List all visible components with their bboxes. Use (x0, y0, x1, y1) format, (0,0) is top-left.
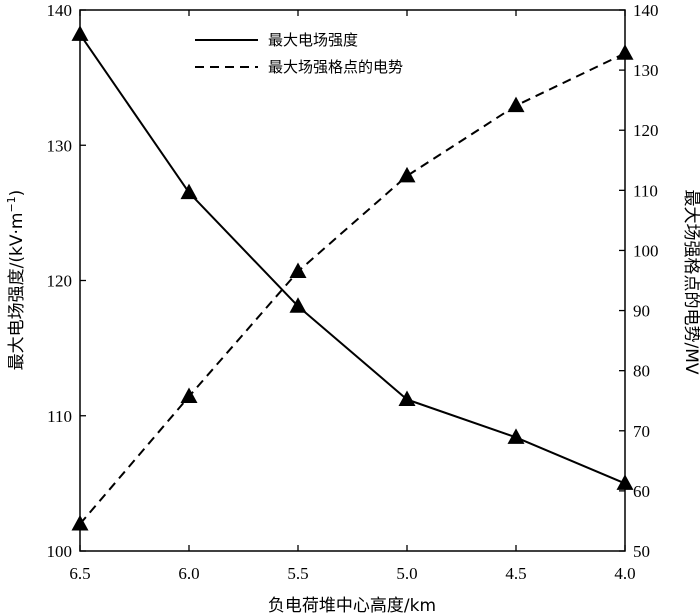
y-right-tick-label: 140 (633, 1, 659, 20)
x-tick-label: 5.5 (287, 564, 308, 583)
y-left-tick-label: 110 (47, 407, 72, 426)
y-right-tick-label: 60 (633, 482, 650, 501)
data-point-triangle-potential (289, 262, 307, 278)
y-left-tick-label: 100 (47, 542, 73, 561)
x-tick-label: 4.5 (505, 564, 526, 583)
data-point-triangle-potential (507, 96, 525, 113)
series-layer (71, 25, 634, 531)
x-tick-label: 6.0 (178, 564, 199, 583)
y-right-tick-label: 50 (633, 542, 650, 561)
series-line-field-strength (79, 33, 626, 485)
series-line-potential (79, 52, 626, 525)
y-left-tick-label: 130 (47, 136, 73, 155)
data-point-triangle-field-strength (289, 297, 307, 313)
y-right-tick-label: 110 (633, 181, 658, 200)
y-left-axis-title: 最大电场强度/(kV·m−1) (5, 190, 27, 371)
legend: 最大电场强度 最大场强格点的电势 (195, 31, 403, 76)
x-axis-title: 负电荷堆中心高度/km (268, 596, 436, 616)
y-right-tick-label: 90 (633, 302, 650, 321)
data-point-triangle-field-strength (398, 390, 416, 407)
data-point-triangle-potential (71, 514, 89, 531)
legend-label-potential: 最大场强格点的电势 (268, 58, 403, 76)
y-left-tick-label: 140 (47, 1, 73, 20)
y-right-tick-label: 80 (633, 362, 650, 381)
data-point-triangle-field-strength (180, 183, 198, 200)
x-tick-label: 6.5 (69, 564, 90, 583)
legend-label-field-strength: 最大电场强度 (268, 31, 358, 49)
y-left-axis-title-close: ) (7, 190, 27, 197)
y-left-tick-label: 120 (47, 272, 73, 291)
y-right-tick-label: 120 (633, 121, 659, 140)
plot-frame (79, 9, 626, 552)
y-right-tick-label: 70 (633, 422, 650, 441)
data-point-triangle-field-strength (507, 428, 525, 444)
ticks-layer: 6.5 6.0 5.5 5.0 4.5 4.0 100 110 120 130 140 50 60 70 8… (47, 1, 659, 583)
y-right-tick-label: 130 (633, 61, 659, 80)
y-left-axis-title-sup: −1 (5, 196, 18, 212)
x-tick-label: 5.0 (396, 564, 417, 583)
data-point-triangle-potential (616, 44, 634, 60)
y-left-axis-title-main: 最大电场强度/(kV·m (7, 213, 27, 371)
y-right-axis-title: 最大场强格点的电势/MV (681, 189, 700, 374)
y-right-tick-label: 100 (633, 241, 659, 260)
data-point-triangle-field-strength (71, 25, 89, 41)
data-point-triangle-potential (398, 166, 416, 183)
data-point-triangle-potential (180, 387, 198, 404)
x-tick-label: 4.0 (614, 564, 635, 583)
data-point-triangle-field-strength (616, 474, 634, 490)
